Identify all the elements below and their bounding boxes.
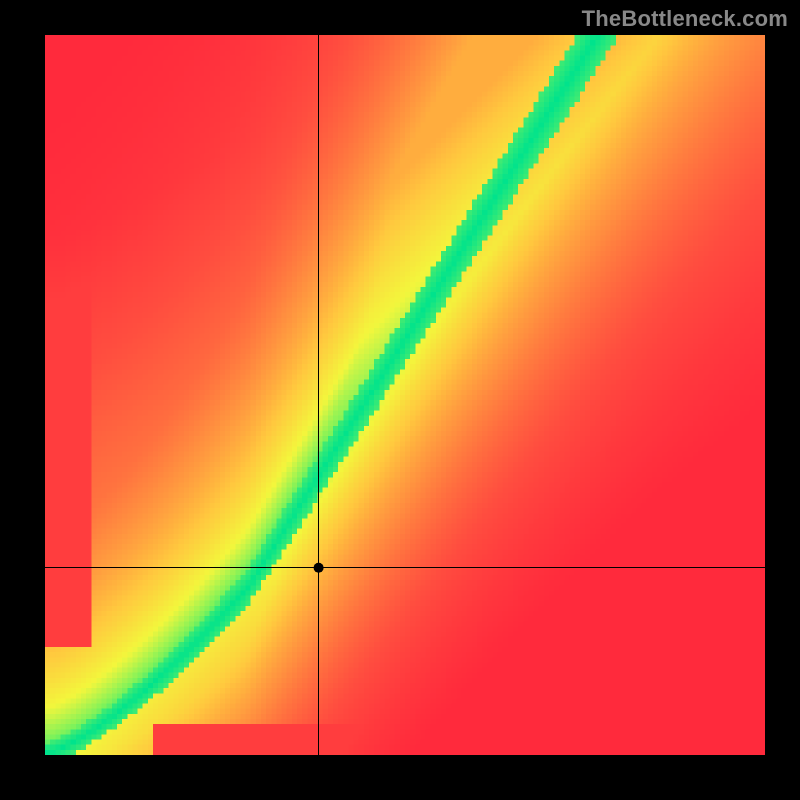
crosshair-vertical <box>318 35 319 755</box>
crosshair-horizontal <box>45 567 765 568</box>
bottleneck-heatmap <box>45 35 765 755</box>
overlay-canvas <box>45 35 765 755</box>
chart-container: { "watermark": "TheBottleneck.com", "wat… <box>0 0 800 800</box>
watermark-text: TheBottleneck.com <box>582 6 788 32</box>
